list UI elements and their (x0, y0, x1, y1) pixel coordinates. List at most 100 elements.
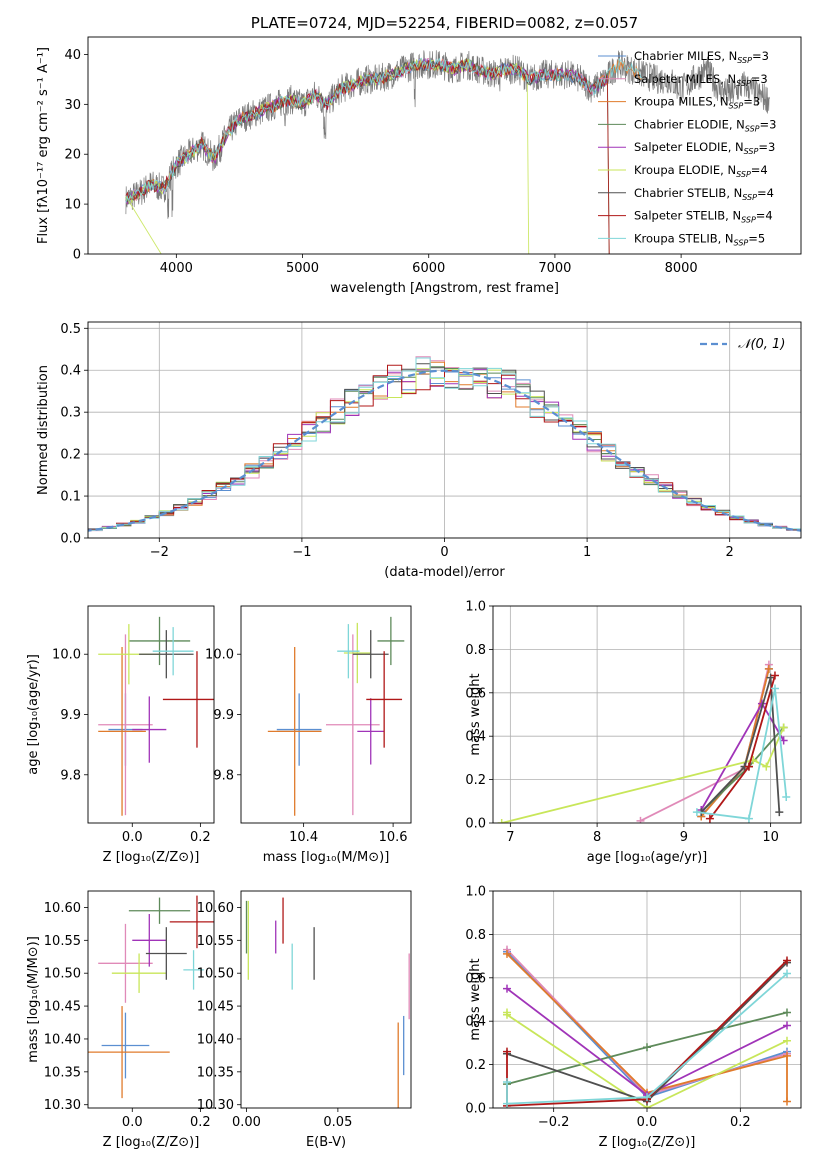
y-tick-label: 0.4 (465, 730, 486, 745)
y-tick-label: 0.3 (60, 406, 81, 421)
plus-marker (770, 684, 779, 693)
x-axis-label: Z [log₁₀(Z/Z⊙)] (599, 1135, 696, 1150)
legend-entry: Salpeter MILES, NSSP=3 (634, 72, 768, 88)
y-tick-label: 10.45 (197, 1000, 234, 1015)
legend-entry: Salpeter ELODIE, NSSP=3 (634, 140, 775, 156)
x-tick-label: 0.0 (122, 830, 143, 845)
x-tick-label: 0.2 (190, 1115, 211, 1130)
y-tick-label: 9.9 (60, 708, 81, 723)
plus-marker (766, 673, 775, 682)
x-tick-label: 0.2 (730, 1115, 751, 1130)
plus-marker (783, 1097, 791, 1106)
plus-marker (503, 984, 511, 993)
x-tick-label: 7000 (538, 261, 571, 276)
legend-subscript: SSP (729, 102, 744, 111)
mass-weight-line-9 (696, 688, 788, 820)
plus-marker (764, 664, 773, 673)
legend-entry: Kroupa MILES, NSSP=3 (634, 95, 760, 111)
errorbar-point-2 (98, 634, 153, 816)
y-tick-label: 10.50 (44, 967, 81, 982)
plot-area (125, 50, 770, 254)
plus-marker (783, 1051, 791, 1060)
y-tick-label: 0.0 (465, 817, 486, 832)
legend-entry: Salpeter STELIB, NSSP=4 (634, 209, 773, 225)
legend-subscript: SSP (741, 216, 756, 225)
y-tick-label: 9.8 (60, 768, 81, 783)
y-tick-label: 9.9 (213, 708, 234, 723)
errorbar-point-5 (132, 914, 167, 967)
y-axis-label: mass weight (468, 958, 483, 1040)
axes-frame (492, 605, 802, 824)
normal-reference-curve (88, 369, 801, 532)
plot-area (245, 897, 410, 1108)
axes-residuals: −2 −1 0 1 2 0.0 0.1 0.2 0.3 0.4 0.5 (data-model)/er… (36, 321, 802, 580)
axes-mass_vs_Z: 0.0 0.2 10.30 10.35 10.40 10.45 10.50 10.55 10.6… (26, 890, 215, 1150)
y-tick-label: 10.55 (197, 934, 234, 949)
legend-subscript: SSP (734, 238, 749, 247)
errorbar-point-7 (139, 630, 194, 679)
plus-marker (497, 819, 506, 823)
x-axis-label: (data-model)/error (384, 565, 505, 580)
axes-age_vs_mass: 10.4 10.6 9.8 9.9 10.0 mass [log₁₀(M/M⊙)] (205, 605, 412, 865)
y-tick-label: 10.60 (197, 901, 234, 916)
errorbar-point-3 (88, 1006, 170, 1099)
errorbar-point-9 (183, 950, 204, 990)
y-tick-label: 10.30 (44, 1098, 81, 1113)
errorbar-point-6 (111, 953, 167, 993)
y-tick-label: 10.35 (197, 1065, 234, 1080)
y-axis-label: age [log₁₀(age/yr)] (26, 654, 41, 775)
errorbar-point-8 (162, 651, 214, 748)
mass-weight-line-9 (506, 972, 788, 1105)
errorbar-point-4 (128, 897, 191, 924)
axes-frame (492, 890, 802, 1109)
x-tick-label: 0.0 (122, 1115, 143, 1130)
plus-marker (783, 956, 791, 965)
legend-subscript: SSP (744, 147, 759, 156)
plus-marker (692, 808, 701, 817)
plus-marker (643, 1043, 651, 1052)
legend-entry: Kroupa ELODIE, NSSP=4 (634, 163, 768, 179)
plus-marker (503, 949, 511, 958)
legend-subscript: SSP (745, 124, 760, 133)
legend-text: Salpeter STELIB, N (634, 209, 741, 223)
x-tick-label: 6000 (412, 261, 445, 276)
plus-marker (636, 816, 645, 823)
y-tick-label: 10.0 (52, 648, 81, 663)
legend-entry: Chabrier ELODIE, NSSP=3 (634, 117, 776, 133)
x-tick-label: −0.2 (538, 1115, 570, 1130)
plot-area (493, 891, 801, 1108)
y-tick-label: 10.40 (197, 1032, 234, 1047)
axes-spectrum: 4000 5000 6000 7000 8000 0 10 20 30 40 wavelength … (36, 14, 802, 296)
x-axis-label: Z [log₁₀(Z/Z⊙)] (103, 850, 200, 865)
x-tick-label: 10.4 (289, 830, 318, 845)
errorbar-point-4 (128, 616, 191, 666)
plot-area (493, 606, 801, 823)
plot-area (267, 616, 405, 816)
y-tick-label: 0.1 (60, 490, 81, 505)
errorbar-point-8 (366, 651, 403, 748)
legend-text: Salpeter MILES, N (634, 72, 736, 86)
y-tick-label: 0.4 (465, 1015, 486, 1030)
y-tick-label: 40 (64, 48, 81, 63)
y-tick-label: 0.0 (465, 1102, 486, 1117)
plus-marker (783, 1021, 791, 1030)
axes-frame (240, 890, 412, 1109)
y-tick-label: 0.6 (465, 686, 486, 701)
plus-marker (744, 762, 753, 771)
plus-marker (775, 808, 784, 817)
plus-marker (503, 1077, 511, 1086)
x-tick-label: 0.05 (323, 1115, 352, 1130)
y-tick-label: 10.30 (197, 1098, 234, 1113)
legend-entry: Kroupa STELIB, NSSP=5 (634, 231, 765, 247)
legend-tail: =4 (751, 163, 768, 177)
plus-marker (782, 792, 791, 801)
legend-text: Kroupa MILES, N (634, 95, 729, 109)
x-tick-label: 10.6 (379, 830, 408, 845)
legend-subscript: SSP (736, 170, 751, 179)
plus-marker (705, 814, 714, 823)
plot-area (88, 895, 214, 1099)
y-tick-label: 10.35 (44, 1065, 81, 1080)
axes-frame (87, 605, 215, 824)
plus-marker (503, 1047, 511, 1056)
